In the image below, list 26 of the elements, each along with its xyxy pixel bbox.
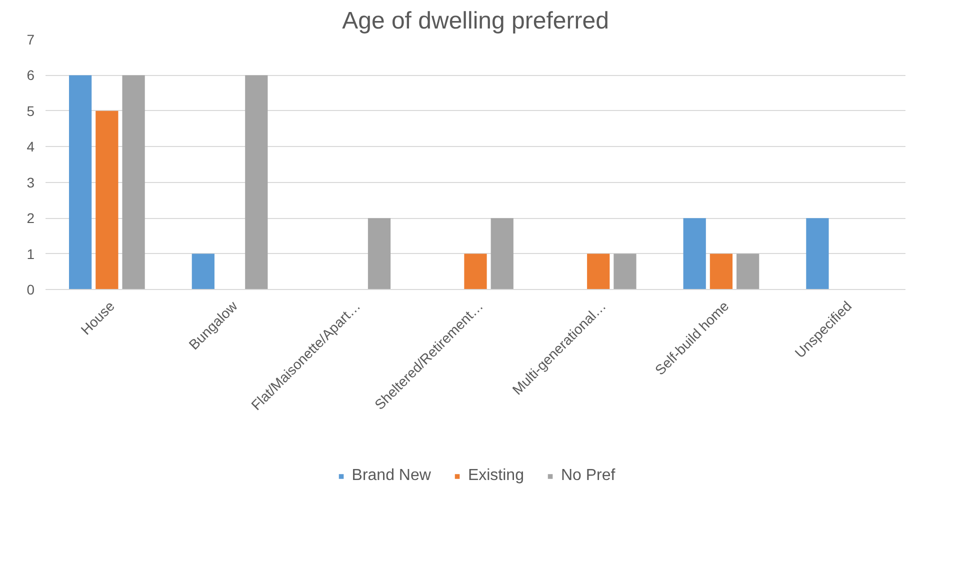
bar bbox=[806, 218, 829, 290]
y-tick-label: 0 bbox=[26, 282, 35, 298]
y-tick-label: 3 bbox=[26, 174, 35, 190]
legend-label: Existing bbox=[468, 467, 524, 485]
bar bbox=[96, 110, 118, 290]
bar bbox=[68, 75, 92, 290]
bar bbox=[614, 254, 636, 290]
bar bbox=[587, 254, 610, 290]
chart-title: Age of dwelling preferred bbox=[342, 8, 609, 34]
bar bbox=[192, 254, 214, 290]
bar bbox=[245, 75, 268, 290]
y-tick-label: 2 bbox=[26, 210, 35, 226]
bar bbox=[736, 254, 760, 290]
bar bbox=[490, 218, 514, 290]
legend-label: No Pref bbox=[560, 467, 616, 485]
y-tick-label: 1 bbox=[26, 246, 35, 262]
y-tick-label: 7 bbox=[26, 32, 35, 48]
bar bbox=[122, 75, 145, 290]
y-tick-label: 4 bbox=[26, 138, 35, 155]
bar bbox=[464, 254, 487, 290]
bar bbox=[710, 254, 733, 290]
y-tick-label: 6 bbox=[26, 67, 35, 84]
legend-label: Brand New bbox=[352, 467, 431, 485]
y-tick-label: 5 bbox=[26, 102, 35, 119]
bar bbox=[683, 218, 706, 290]
bar bbox=[368, 218, 391, 290]
